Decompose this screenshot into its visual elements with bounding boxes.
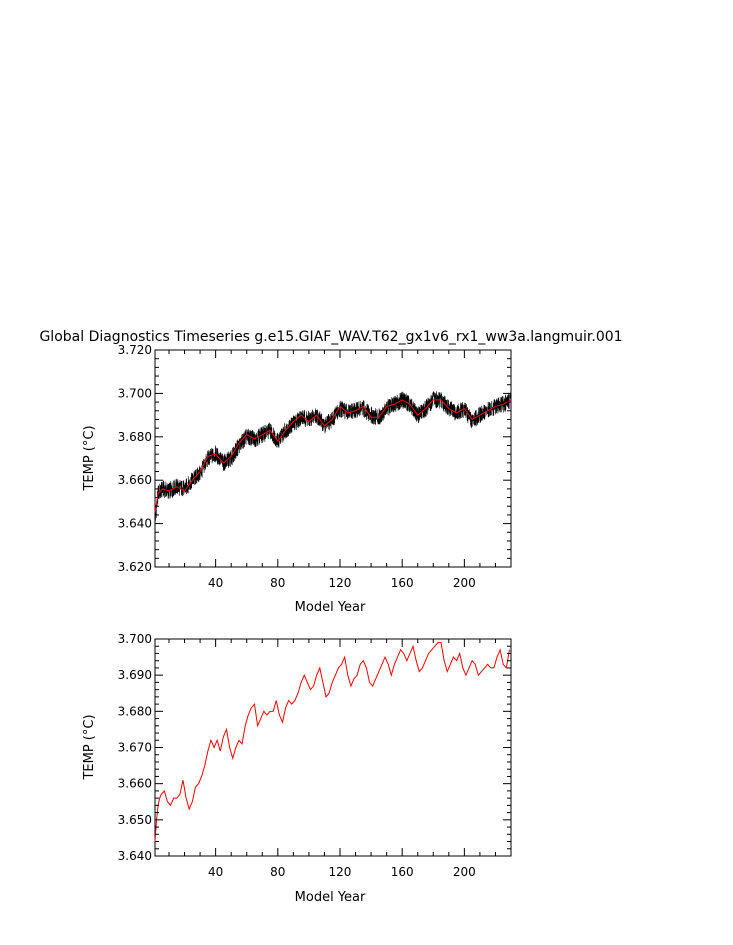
series-layer bbox=[154, 642, 510, 842]
series-annual-line bbox=[154, 642, 510, 842]
x-tick-label: 200 bbox=[453, 865, 476, 879]
y-tick-label: 3.680 bbox=[118, 430, 152, 444]
panel-top: 40 80 120 160 200 3.620 3.640 3.660 3.680 3.700 3.… bbox=[82, 343, 512, 615]
y-tick-label: 3.660 bbox=[118, 777, 152, 791]
x-tick-label: 120 bbox=[329, 576, 352, 590]
y-tick-label: 3.700 bbox=[118, 632, 152, 646]
series-monthly-line bbox=[154, 391, 512, 527]
y-axis-label: TEMP (°C) bbox=[82, 714, 97, 780]
x-axis-label: Model Year bbox=[295, 890, 366, 905]
plot-frame bbox=[154, 349, 512, 568]
x-tick-label: 80 bbox=[270, 576, 285, 590]
panel-bottom: 40 80 120 160 200 3.640 3.650 3.660 3.670 3.680 3.… bbox=[82, 632, 512, 905]
x-tick-label: 160 bbox=[391, 576, 414, 590]
x-tick-label: 40 bbox=[208, 576, 223, 590]
x-tick-label: 40 bbox=[208, 865, 223, 879]
y-tick-label: 3.670 bbox=[118, 741, 152, 755]
x-tick-label: 200 bbox=[453, 576, 476, 590]
y-tick-label: 3.640 bbox=[118, 517, 152, 531]
ticks-layer: 40 80 120 160 200 3.640 3.650 3.660 3.670 3.680 3.… bbox=[118, 632, 512, 879]
y-tick-label: 3.720 bbox=[118, 343, 152, 357]
x-tick-label: 120 bbox=[329, 865, 352, 879]
y-tick-label: 3.640 bbox=[118, 849, 152, 863]
x-tick-label: 80 bbox=[270, 865, 285, 879]
y-tick-label: 3.660 bbox=[118, 473, 152, 487]
series-annual-line bbox=[154, 399, 512, 513]
y-tick-label: 3.690 bbox=[118, 668, 152, 682]
figure-title: Global Diagnostics Timeseries g.e15.GIAF… bbox=[39, 329, 622, 345]
y-tick-label: 3.620 bbox=[118, 560, 152, 574]
series-layer bbox=[154, 391, 512, 527]
x-tick-label: 160 bbox=[391, 865, 414, 879]
x-axis-label: Model Year bbox=[295, 600, 366, 615]
y-tick-label: 3.700 bbox=[118, 386, 152, 400]
y-axis-label: TEMP (°C) bbox=[82, 425, 97, 491]
ticks-layer: 40 80 120 160 200 3.620 3.640 3.660 3.680 3.700 3.… bbox=[118, 343, 512, 590]
y-tick-label: 3.650 bbox=[118, 813, 152, 827]
y-tick-label: 3.680 bbox=[118, 704, 152, 718]
